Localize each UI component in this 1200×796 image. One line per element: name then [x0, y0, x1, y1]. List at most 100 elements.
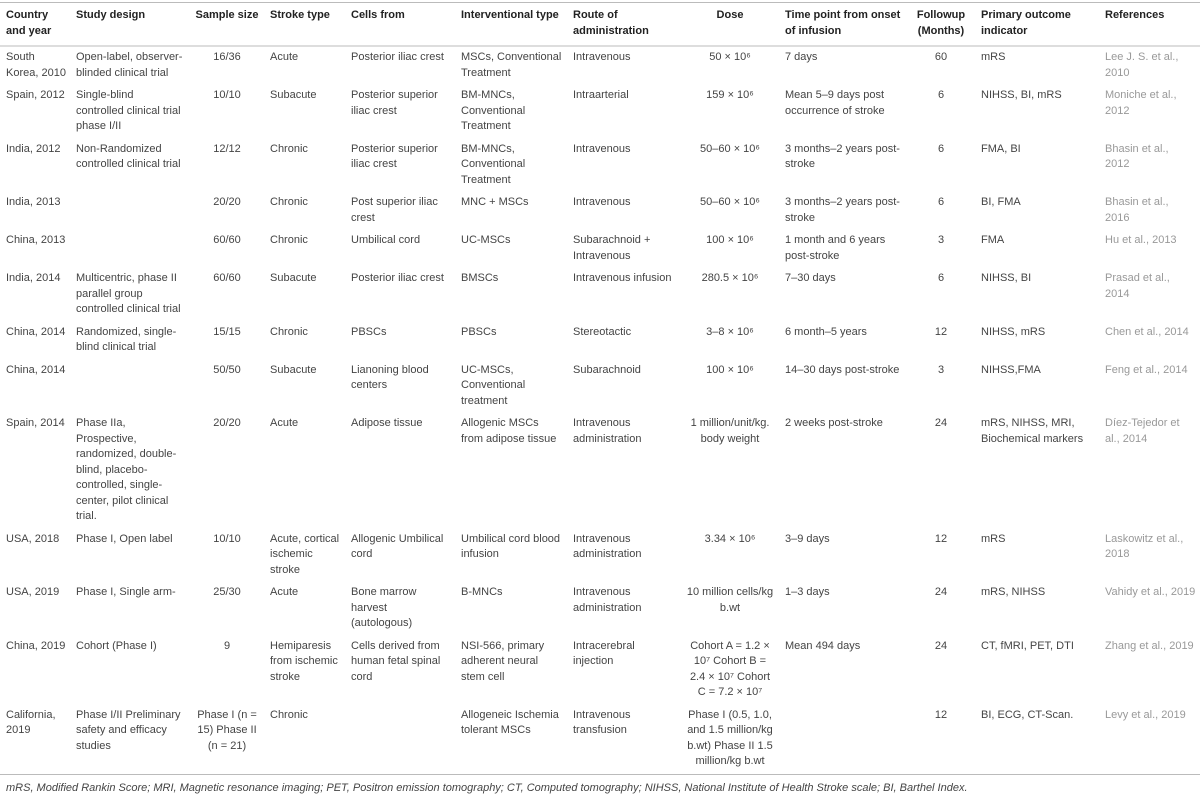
cell-study-design: Phase I/II Preliminary safety and effica…	[76, 708, 181, 752]
cell-cells-from: Allogenic Umbilical cord	[351, 532, 444, 561]
cell-route: Subarachnoid + Intravenous	[573, 234, 651, 262]
table-footnote: mRS, Modified Rankin Score; MRI, Magneti…	[6, 781, 968, 794]
header-country-year: Country and year	[6, 9, 52, 37]
cell-sample-size: 20/20	[213, 196, 241, 208]
header-reference: References	[1105, 9, 1165, 21]
header-dose: Dose	[716, 9, 744, 21]
cell-study-design: Cohort (Phase I)	[76, 639, 157, 652]
header-study-design: Study design	[76, 9, 146, 21]
cell-time-point: 14–30 days post-stroke	[785, 363, 900, 376]
table-row: India, 2012 Non-Randomized controlled cli…	[0, 139, 1200, 193]
cell-interventional-type: BM-MNCs, Conventional Treatment	[461, 89, 526, 132]
cell-route: Stereotactic	[573, 325, 632, 338]
cell-interventional-type: UC-MSCs, Conventional treatment	[461, 363, 526, 407]
cell-primary-outcome: mRS	[981, 51, 1006, 63]
cell-study-design: Randomized, single-blind clinical trial	[76, 325, 177, 354]
cell-country-year: India, 2013	[6, 196, 61, 208]
cell-cells-from: Umbilical cord	[351, 234, 421, 246]
cell-interventional-type: Umbilical cord blood infusion	[461, 532, 561, 561]
cell-stroke-type: Chronic	[270, 196, 308, 208]
cell-primary-outcome: NIHSS, BI, mRS	[981, 89, 1062, 101]
cell-time-point: Mean 5–9 days post occurrence of stroke	[785, 89, 885, 117]
cell-dose: 280.5 × 10⁶	[701, 272, 759, 284]
cell-dose: 100 × 10⁶	[706, 363, 754, 376]
cell-followup: 24	[934, 639, 948, 652]
header-primary-outcome: Primary outcome indicator	[981, 9, 1071, 37]
cell-route: Intravenous administration	[573, 586, 642, 614]
cell-stroke-type: Chronic	[270, 325, 308, 338]
table-row: India, 2014 Multicentric, phase II parall…	[0, 268, 1200, 322]
cell-cells-from: Adipose tissue	[351, 417, 423, 429]
cell-reference: Vahidy et al., 2019	[1105, 586, 1196, 598]
cell-reference: Levy et al., 2019	[1105, 708, 1186, 721]
cell-country-year: China, 2014	[6, 363, 66, 376]
cell-cells-from	[345, 705, 455, 775]
cell-route: Intravenous transfusion	[573, 708, 631, 737]
cell-primary-outcome: BI, ECG, CT-Scan.	[981, 708, 1074, 721]
cell-dose: 100 × 10⁶	[706, 234, 754, 246]
cell-followup: 6	[937, 142, 945, 155]
cell-stroke-type: Chronic	[270, 142, 308, 155]
cell-route: Intravenous administration	[573, 417, 642, 445]
table-header-row: Country and year Study design Sample size S…	[0, 2, 1200, 46]
cell-route: Intravenous administration	[573, 532, 642, 561]
cell-country-year: California, 2019	[6, 708, 56, 737]
cell-study-design: Single-blind controlled clinical trial p…	[76, 89, 181, 132]
table-row: Spain, 2012 Single-blind controlled clini…	[0, 85, 1200, 139]
cell-time-point	[779, 705, 905, 775]
cell-country-year: China, 2013	[6, 234, 66, 246]
cell-followup: 24	[934, 417, 948, 429]
cell-primary-outcome: mRS, NIHSS	[981, 586, 1046, 598]
cell-sample-size: 60/60	[213, 272, 241, 284]
cell-country-year: Spain, 2014	[6, 417, 65, 429]
cell-cells-from: Bone marrow harvest (autologous)	[351, 586, 417, 629]
cell-dose: 1 million/unit/kg. body weight	[690, 417, 770, 445]
cell-sample-size: Phase I (n = 15) Phase II (n = 21)	[197, 708, 257, 752]
cell-primary-outcome: FMA, BI	[981, 142, 1021, 155]
cell-interventional-type: MNC + MSCs	[461, 196, 529, 208]
cell-sample-size: 15/15	[213, 325, 241, 338]
cell-time-point: 7–30 days	[785, 272, 836, 284]
cell-followup: 12	[934, 325, 948, 338]
table-row: USA, 2018 Phase I, Open label 10/10 Acute, …	[0, 529, 1200, 583]
cell-sample-size: 60/60	[213, 234, 241, 246]
cell-time-point: Mean 494 days	[785, 639, 861, 652]
cell-reference: Díez-Tejedor et al., 2014	[1105, 417, 1180, 445]
cell-study-design: Phase IIa, Prospective, randomized, doub…	[76, 417, 177, 522]
cell-time-point: 3 months–2 years post-stroke	[785, 142, 900, 171]
cell-interventional-type: MSCs, Conventional Treatment	[461, 51, 562, 79]
cell-route: Intravenous infusion	[573, 272, 672, 284]
cell-cells-from: Posterior superior iliac crest	[351, 89, 438, 117]
cell-dose: Phase I (0.5, 1.0, and 1.5 million/kg b.…	[687, 708, 773, 768]
cell-primary-outcome: NIHSS, mRS	[981, 325, 1046, 338]
header-interventional-type: Interventional type	[461, 9, 559, 21]
cell-primary-outcome: mRS, NIHSS, MRI, Biochemical markers	[981, 417, 1084, 445]
cell-study-design: Open-label, observer-blinded clinical tr…	[76, 51, 183, 79]
cell-dose: 3.34 × 10⁶	[704, 532, 756, 545]
header-sample-size: Sample size	[195, 9, 259, 21]
cell-route: Intravenous	[573, 142, 631, 155]
cell-stroke-type: Hemiparesis from ischemic stroke	[270, 639, 338, 683]
cell-cells-from: Posterior iliac crest	[351, 272, 444, 284]
cell-country-year: India, 2012	[6, 142, 61, 155]
cell-route: Intracerebral injection	[573, 639, 635, 668]
cell-sample-size: 16/36	[213, 51, 241, 63]
cell-reference: Zhang et al., 2019	[1105, 639, 1194, 652]
cell-sample-size: 9	[223, 639, 231, 652]
table-row: India, 2013 20/20 Chronic Post superior ili…	[0, 192, 1200, 230]
cell-dose: 3–8 × 10⁶	[706, 325, 754, 338]
table-row: South Korea, 2010 Open-label, observer-bl…	[0, 46, 1200, 85]
cell-primary-outcome: FMA	[981, 234, 1005, 246]
cell-time-point: 6 month–5 years	[785, 325, 867, 338]
cell-interventional-type: B-MNCs	[461, 586, 503, 598]
cell-reference: Hu et al., 2013	[1105, 234, 1177, 246]
header-route: Route of administration	[573, 9, 649, 37]
cell-time-point: 7 days	[785, 51, 818, 63]
header-time-point: Time point from onset of infusion	[785, 9, 901, 37]
cell-stroke-type: Chronic	[270, 234, 308, 246]
cell-time-point: 3 months–2 years post-stroke	[785, 196, 900, 224]
cell-cells-from: Lianoning blood centers	[351, 363, 429, 392]
cell-followup: 12	[934, 708, 948, 721]
cell-cells-from: Posterior superior iliac crest	[351, 142, 438, 171]
